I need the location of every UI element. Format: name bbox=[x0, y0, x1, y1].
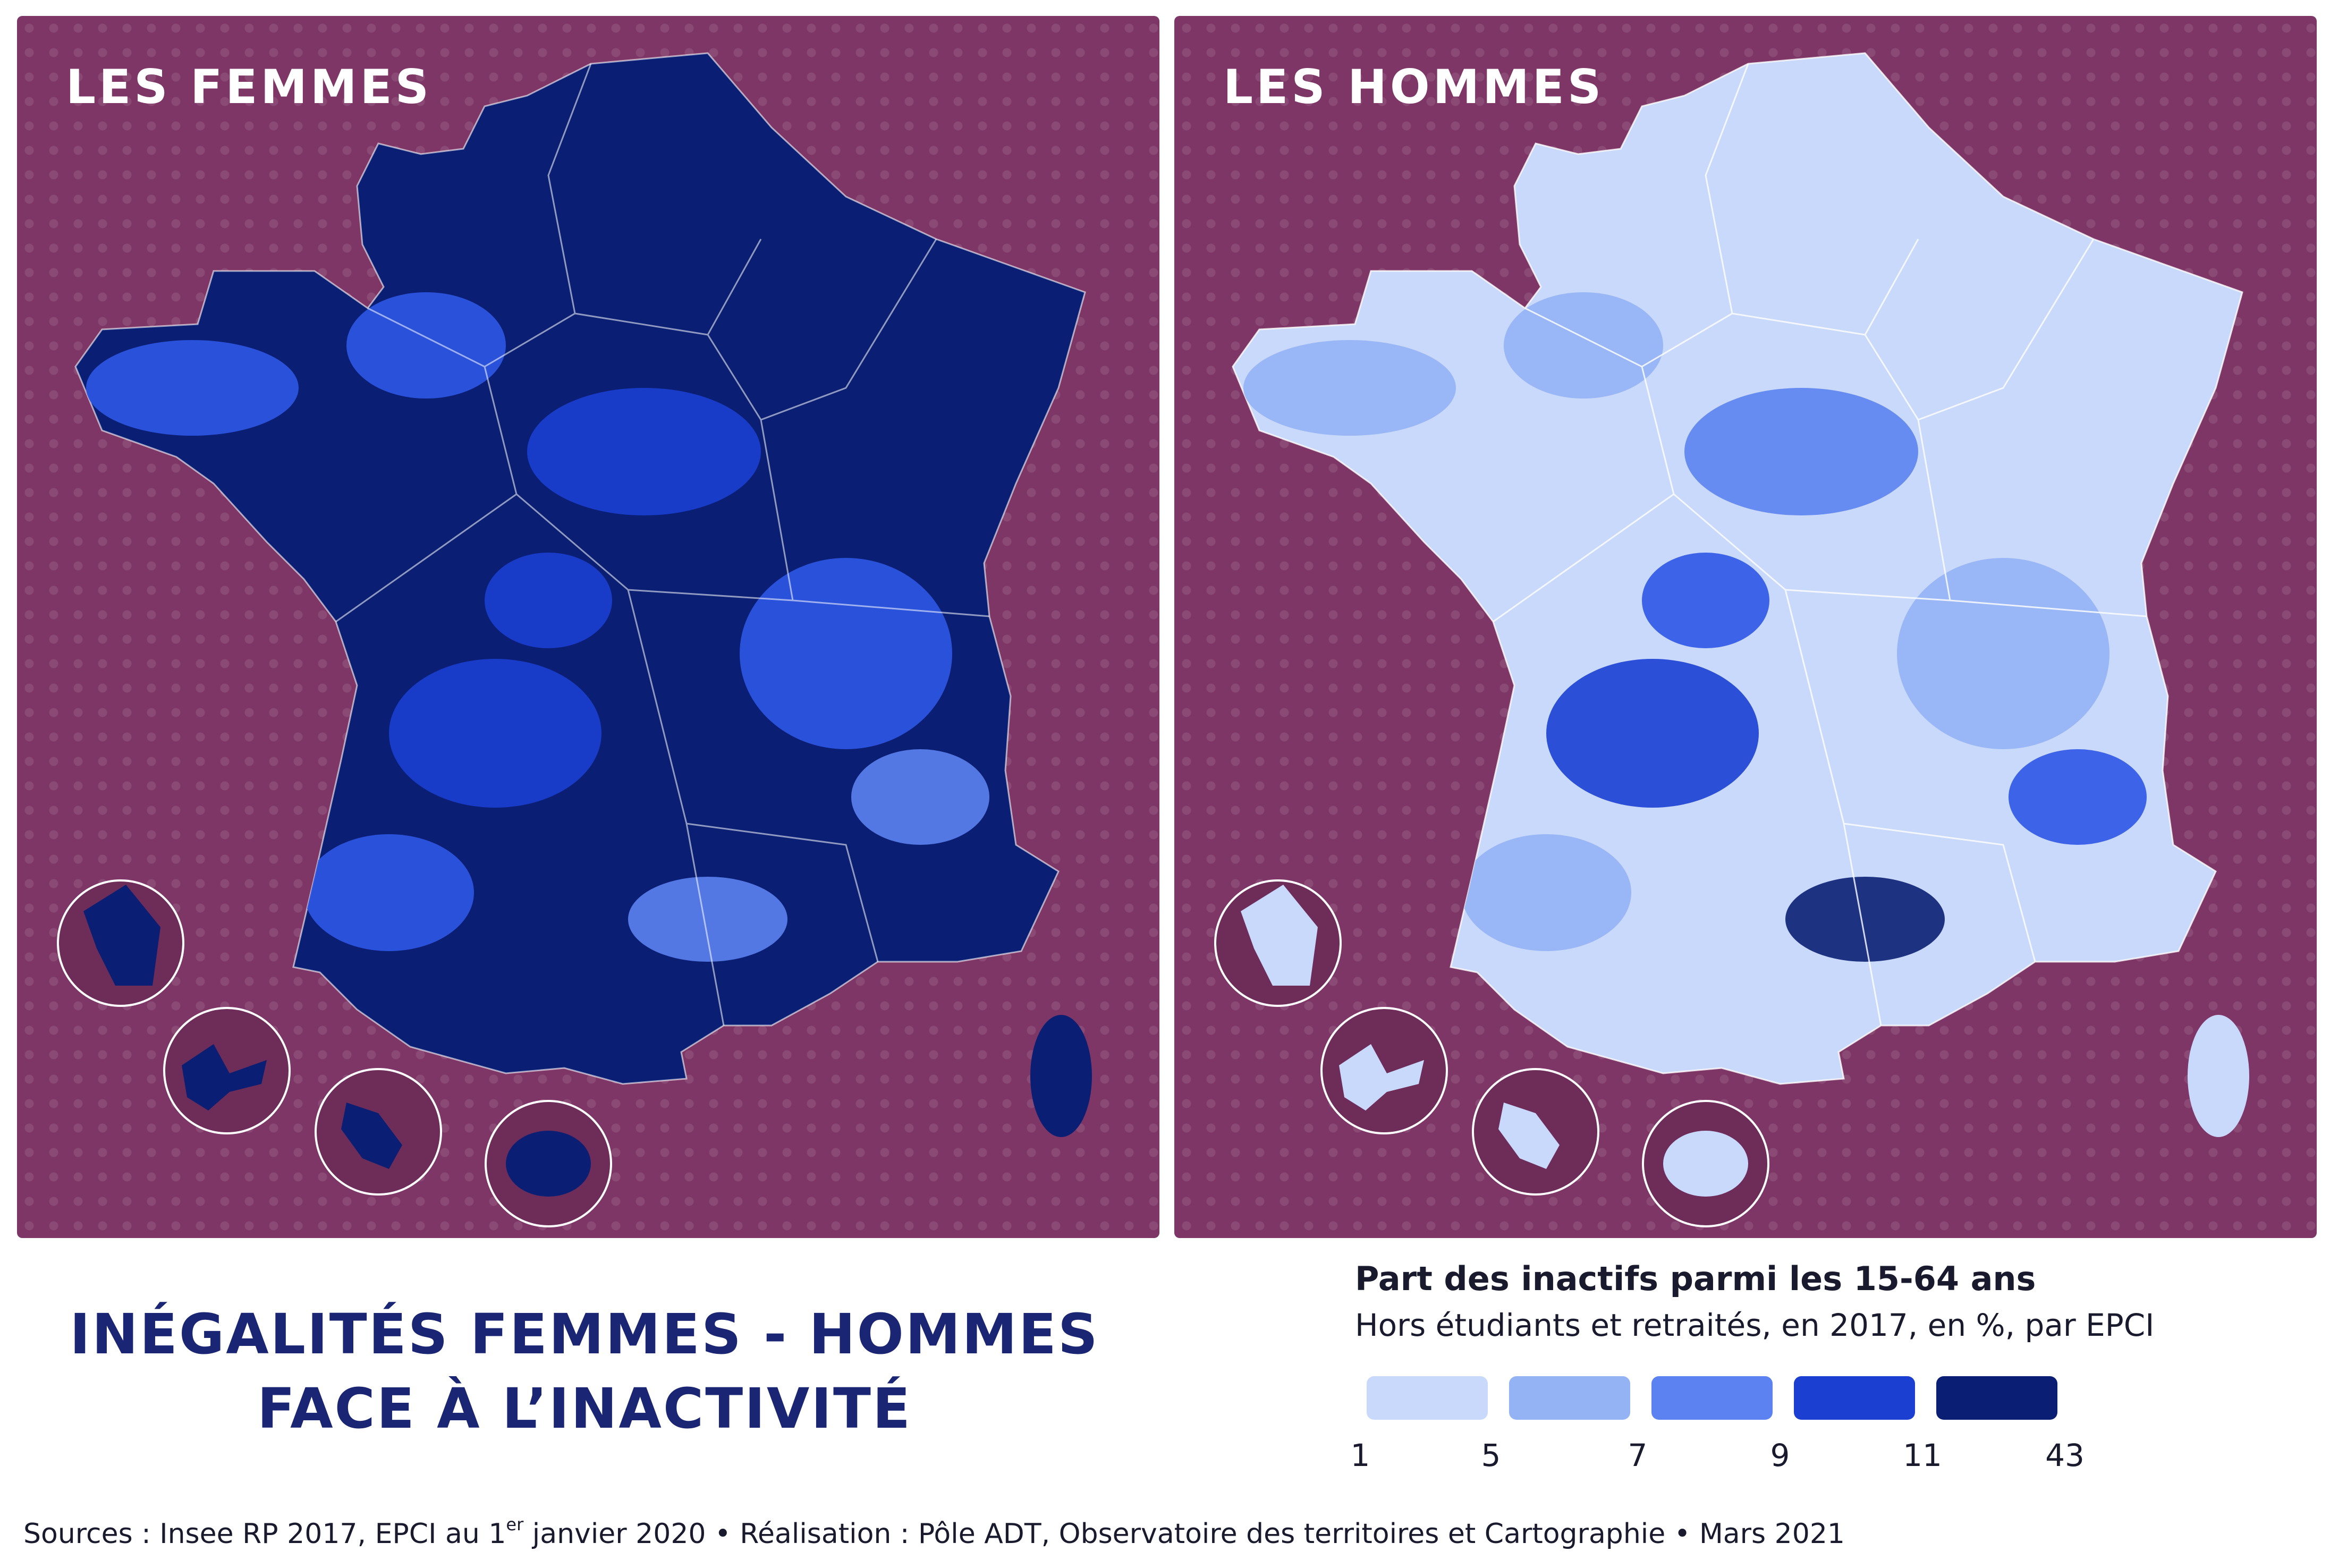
men-epci-patch bbox=[2009, 749, 2147, 845]
women-epci-patch bbox=[346, 292, 506, 399]
reunion-men bbox=[1663, 1131, 1748, 1197]
legend-break-1: 1 bbox=[1350, 1437, 1370, 1473]
legend-swatch-5 bbox=[1936, 1376, 2057, 1420]
sources-superscript: er bbox=[506, 1514, 524, 1535]
men-map-panel: LES HOMMES bbox=[1174, 16, 2317, 1238]
region-borders-men bbox=[1493, 63, 2147, 1026]
corsica-women bbox=[1030, 1015, 1092, 1137]
main-title-line-2: FACE À L’INACTIVITÉ bbox=[257, 1376, 912, 1441]
men-epci-patch bbox=[1642, 553, 1769, 648]
guadeloupe-men bbox=[1339, 1044, 1424, 1111]
corsica-men bbox=[2188, 1015, 2249, 1137]
men-epci-patch bbox=[1243, 340, 1456, 436]
legend-heading: Part des inactifs parmi les 15-64 ans bbox=[1355, 1259, 2036, 1298]
women-epci-patch bbox=[485, 553, 612, 648]
sources-note: Sources : Insee RP 2017, EPCI au 1er jan… bbox=[23, 1514, 1845, 1550]
men-epci-patch bbox=[1461, 834, 1631, 951]
women-epci-patch bbox=[851, 749, 989, 845]
men-map bbox=[1214, 52, 2249, 1227]
women-epci-patch bbox=[527, 388, 761, 515]
women-map-title: LES FEMMES bbox=[66, 60, 433, 114]
sources-text-1: Sources : Insee RP 2017, EPCI au 1 bbox=[23, 1518, 506, 1550]
men-map-title: LES HOMMES bbox=[1223, 60, 1605, 114]
legend-swatch-4 bbox=[1794, 1376, 1915, 1420]
legend-break-3: 7 bbox=[1628, 1437, 1648, 1473]
martinique-women bbox=[341, 1103, 402, 1169]
women-epci-patch bbox=[86, 340, 299, 436]
legend-swatch-2 bbox=[1509, 1376, 1630, 1420]
sources-text-2: janvier 2020 • Réalisation : Pôle ADT, O… bbox=[523, 1518, 1845, 1550]
legend-swatch-1 bbox=[1367, 1376, 1488, 1420]
women-epci-patch bbox=[389, 659, 601, 808]
region-borders-women bbox=[335, 63, 990, 1026]
men-epci-patch bbox=[1897, 558, 2109, 749]
main-title-line-1: INÉGALITÉS FEMMES - HOMMES bbox=[70, 1302, 1099, 1367]
women-map bbox=[57, 52, 1092, 1227]
women-epci-patch bbox=[740, 558, 952, 749]
legend-swatch-3 bbox=[1651, 1376, 1773, 1420]
legend-break-5: 11 bbox=[1903, 1437, 1942, 1473]
dom-insets-women bbox=[57, 879, 612, 1227]
legend-break-6: 43 bbox=[2045, 1437, 2085, 1473]
men-epci-patch bbox=[1785, 877, 1945, 962]
legend-break-2: 5 bbox=[1481, 1437, 1501, 1473]
reunion-women bbox=[506, 1131, 591, 1197]
women-map-panel: LES FEMMES bbox=[17, 16, 1159, 1238]
dom-insets-men bbox=[1214, 879, 1769, 1227]
women-epci-patch bbox=[304, 834, 474, 951]
men-epci-patch bbox=[1684, 388, 1918, 515]
guadeloupe-women bbox=[182, 1044, 267, 1111]
guyane-women bbox=[83, 885, 160, 986]
legend-subheading: Hors étudiants et retraités, en 2017, en… bbox=[1355, 1307, 2155, 1343]
men-epci-patch bbox=[1546, 659, 1759, 808]
men-epci-patch bbox=[1504, 292, 1663, 399]
guyane-men bbox=[1241, 885, 1318, 986]
legend-break-4: 9 bbox=[1770, 1437, 1790, 1473]
martinique-men bbox=[1498, 1103, 1560, 1169]
women-epci-patch bbox=[628, 877, 787, 962]
